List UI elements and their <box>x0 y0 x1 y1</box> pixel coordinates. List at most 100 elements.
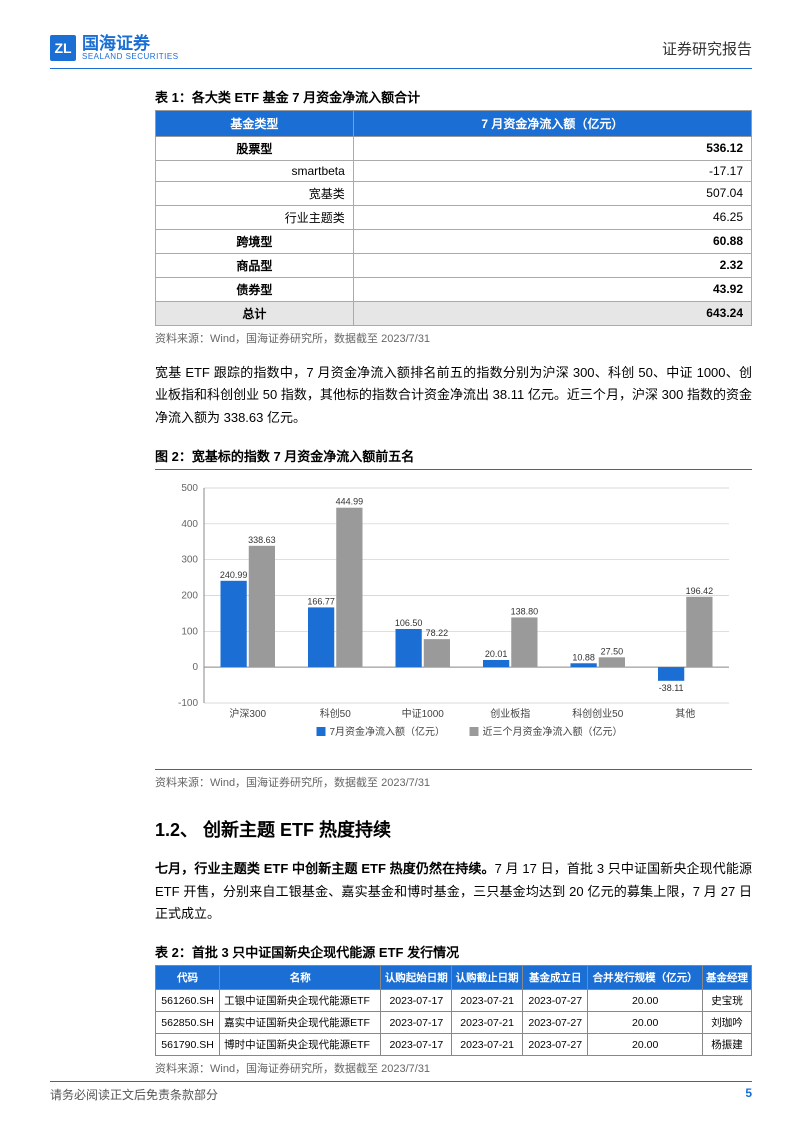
t2-cell: 2023-07-17 <box>381 1034 452 1056</box>
t2-cell: 杨振建 <box>702 1034 751 1056</box>
t1-value-cell: 46.25 <box>353 205 751 229</box>
svg-text:500: 500 <box>181 483 198 494</box>
t2-cell: 史宝珖 <box>702 990 751 1012</box>
svg-text:240.99: 240.99 <box>220 570 248 580</box>
para-bold-lead: 七月，行业主题类 ETF 中创新主题 ETF 热度仍然在持续。 <box>155 861 495 876</box>
t1-total-label: 总计 <box>156 301 354 325</box>
t2-cell: 2023-07-17 <box>381 990 452 1012</box>
t1-type-cell: 股票型 <box>156 136 354 160</box>
body-paragraph-1: 宽基 ETF 跟踪的指数中，7 月资金净流入额排名前五的指数分别为沪深 300、… <box>155 362 752 430</box>
t1-value-cell: 43.92 <box>353 277 751 301</box>
t2-header-cell: 代码 <box>156 966 220 990</box>
brand-name-cn: 国海证券 <box>82 35 179 52</box>
page-footer: 请务必阅读正文后免责条款部分 5 <box>50 1081 752 1103</box>
t1-value-cell: -17.17 <box>353 160 751 181</box>
t2-cell: 20.00 <box>588 1012 703 1034</box>
svg-text:166.77: 166.77 <box>307 596 335 606</box>
t2-header-cell: 名称 <box>220 966 381 990</box>
t1-type-cell: 行业主题类 <box>156 205 354 229</box>
t1-value-cell: 507.04 <box>353 181 751 205</box>
t2-cell: 工银中证国新央企现代能源ETF <box>220 990 381 1012</box>
svg-text:其他: 其他 <box>675 707 695 720</box>
table1-caption-text: 各大类 ETF 基金 7 月资金净流入额合计 <box>192 90 420 105</box>
svg-text:338.63: 338.63 <box>248 535 276 545</box>
svg-text:138.80: 138.80 <box>511 606 539 616</box>
svg-text:200: 200 <box>181 590 198 601</box>
t2-cell: 561260.SH <box>156 990 220 1012</box>
t1-value-cell: 536.12 <box>353 136 751 160</box>
t2-cell: 562850.SH <box>156 1012 220 1034</box>
section-1-2-paragraph: 七月，行业主题类 ETF 中创新主题 ETF 热度仍然在持续。7 月 17 日，… <box>155 858 752 926</box>
table-row: 债券型43.92 <box>156 277 752 301</box>
chart-caption-text: 宽基标的指数 7 月资金净流入额前五名 <box>192 449 414 464</box>
t2-cell: 20.00 <box>588 1034 703 1056</box>
t2-cell: 2023-07-27 <box>523 990 588 1012</box>
bar-chart-container: -1000100200300400500240.99338.63沪深300166… <box>155 469 752 770</box>
t2-cell: 嘉实中证国新央企现代能源ETF <box>220 1012 381 1034</box>
t2-cell: 刘珈吟 <box>702 1012 751 1034</box>
t2-cell: 561790.SH <box>156 1034 220 1056</box>
table2-source: 资料来源：Wind，国海证券研究所，数据截至 2023/7/31 <box>155 1060 752 1076</box>
table-row: 股票型536.12 <box>156 136 752 160</box>
chart-source: 资料来源：Wind，国海证券研究所，数据截至 2023/7/31 <box>155 774 752 790</box>
t1-col1-header: 基金类型 <box>156 110 354 136</box>
brand-name-en: SEALAND SECURITIES <box>82 52 179 62</box>
table-row: smartbeta-17.17 <box>156 160 752 181</box>
t1-col2-header: 7 月资金净流入额（亿元） <box>353 110 751 136</box>
t2-header-cell: 认购起始日期 <box>381 966 452 990</box>
table-total-row: 总计643.24 <box>156 301 752 325</box>
table1-source: 资料来源：Wind，国海证券研究所，数据截至 2023/7/31 <box>155 330 752 346</box>
t1-type-cell: smartbeta <box>156 160 354 181</box>
svg-text:78.22: 78.22 <box>426 628 449 638</box>
bar-chart-svg: -1000100200300400500240.99338.63沪深300166… <box>159 478 739 758</box>
chart-caption: 图 2：宽基标的指数 7 月资金净流入额前五名 <box>155 446 752 465</box>
t1-type-cell: 跨境型 <box>156 229 354 253</box>
svg-text:196.42: 196.42 <box>686 586 714 596</box>
table1-caption: 表 1：各大类 ETF 基金 7 月资金净流入额合计 <box>155 87 752 106</box>
svg-text:400: 400 <box>181 519 198 530</box>
t2-cell: 2023-07-21 <box>452 990 523 1012</box>
t2-cell: 2023-07-17 <box>381 1012 452 1034</box>
table-row: 宽基类507.04 <box>156 181 752 205</box>
table2-caption-text: 首批 3 只中证国新央企现代能源 ETF 发行情况 <box>192 945 459 960</box>
page-number: 5 <box>745 1086 752 1103</box>
svg-text:-100: -100 <box>178 698 198 709</box>
t2-cell: 2023-07-27 <box>523 1034 588 1056</box>
svg-text:20.01: 20.01 <box>485 649 508 659</box>
svg-text:科创50: 科创50 <box>320 707 352 720</box>
table2-caption: 表 2：首批 3 只中证国新央企现代能源 ETF 发行情况 <box>155 942 752 961</box>
report-type-label: 证券研究报告 <box>662 38 752 59</box>
t2-header-cell: 认购截止日期 <box>452 966 523 990</box>
etf-category-table: 基金类型 7 月资金净流入额（亿元） 股票型536.12smartbeta-17… <box>155 110 752 326</box>
svg-text:-38.11: -38.11 <box>659 683 684 693</box>
t2-cell: 2023-07-21 <box>452 1034 523 1056</box>
svg-text:10.88: 10.88 <box>572 652 595 662</box>
brand-logo: ZL 国海证券 SEALAND SECURITIES <box>50 35 179 62</box>
t2-cell: 博时中证国新央企现代能源ETF <box>220 1034 381 1056</box>
svg-text:27.50: 27.50 <box>601 646 624 656</box>
svg-text:近三个月资金净流入额（亿元）: 近三个月资金净流入额（亿元） <box>483 725 623 738</box>
t1-value-cell: 60.88 <box>353 229 751 253</box>
t1-total-value: 643.24 <box>353 301 751 325</box>
table-row: 跨境型60.88 <box>156 229 752 253</box>
svg-text:100: 100 <box>181 626 198 637</box>
table-row: 商品型2.32 <box>156 253 752 277</box>
table-row: 行业主题类46.25 <box>156 205 752 229</box>
t1-type-cell: 宽基类 <box>156 181 354 205</box>
footer-disclaimer: 请务必阅读正文后免责条款部分 <box>50 1086 218 1103</box>
page-header: ZL 国海证券 SEALAND SECURITIES 证券研究报告 <box>50 35 752 69</box>
section-1-2-heading: 1.2、 创新主题 ETF 热度持续 <box>155 816 752 842</box>
svg-text:7月资金净流入额（亿元）: 7月资金净流入额（亿元） <box>330 725 446 738</box>
table-row: 561790.SH博时中证国新央企现代能源ETF2023-07-172023-0… <box>156 1034 752 1056</box>
chart-caption-prefix: 图 2： <box>155 449 192 464</box>
table-row: 561260.SH工银中证国新央企现代能源ETF2023-07-172023-0… <box>156 990 752 1012</box>
svg-text:444.99: 444.99 <box>336 497 364 507</box>
svg-text:106.50: 106.50 <box>395 618 423 628</box>
svg-text:0: 0 <box>192 662 198 673</box>
t1-type-cell: 商品型 <box>156 253 354 277</box>
t2-cell: 2023-07-21 <box>452 1012 523 1034</box>
table1-caption-prefix: 表 1： <box>155 90 192 105</box>
t1-type-cell: 债券型 <box>156 277 354 301</box>
t2-header-cell: 基金经理 <box>702 966 751 990</box>
svg-text:沪深300: 沪深300 <box>229 707 266 720</box>
